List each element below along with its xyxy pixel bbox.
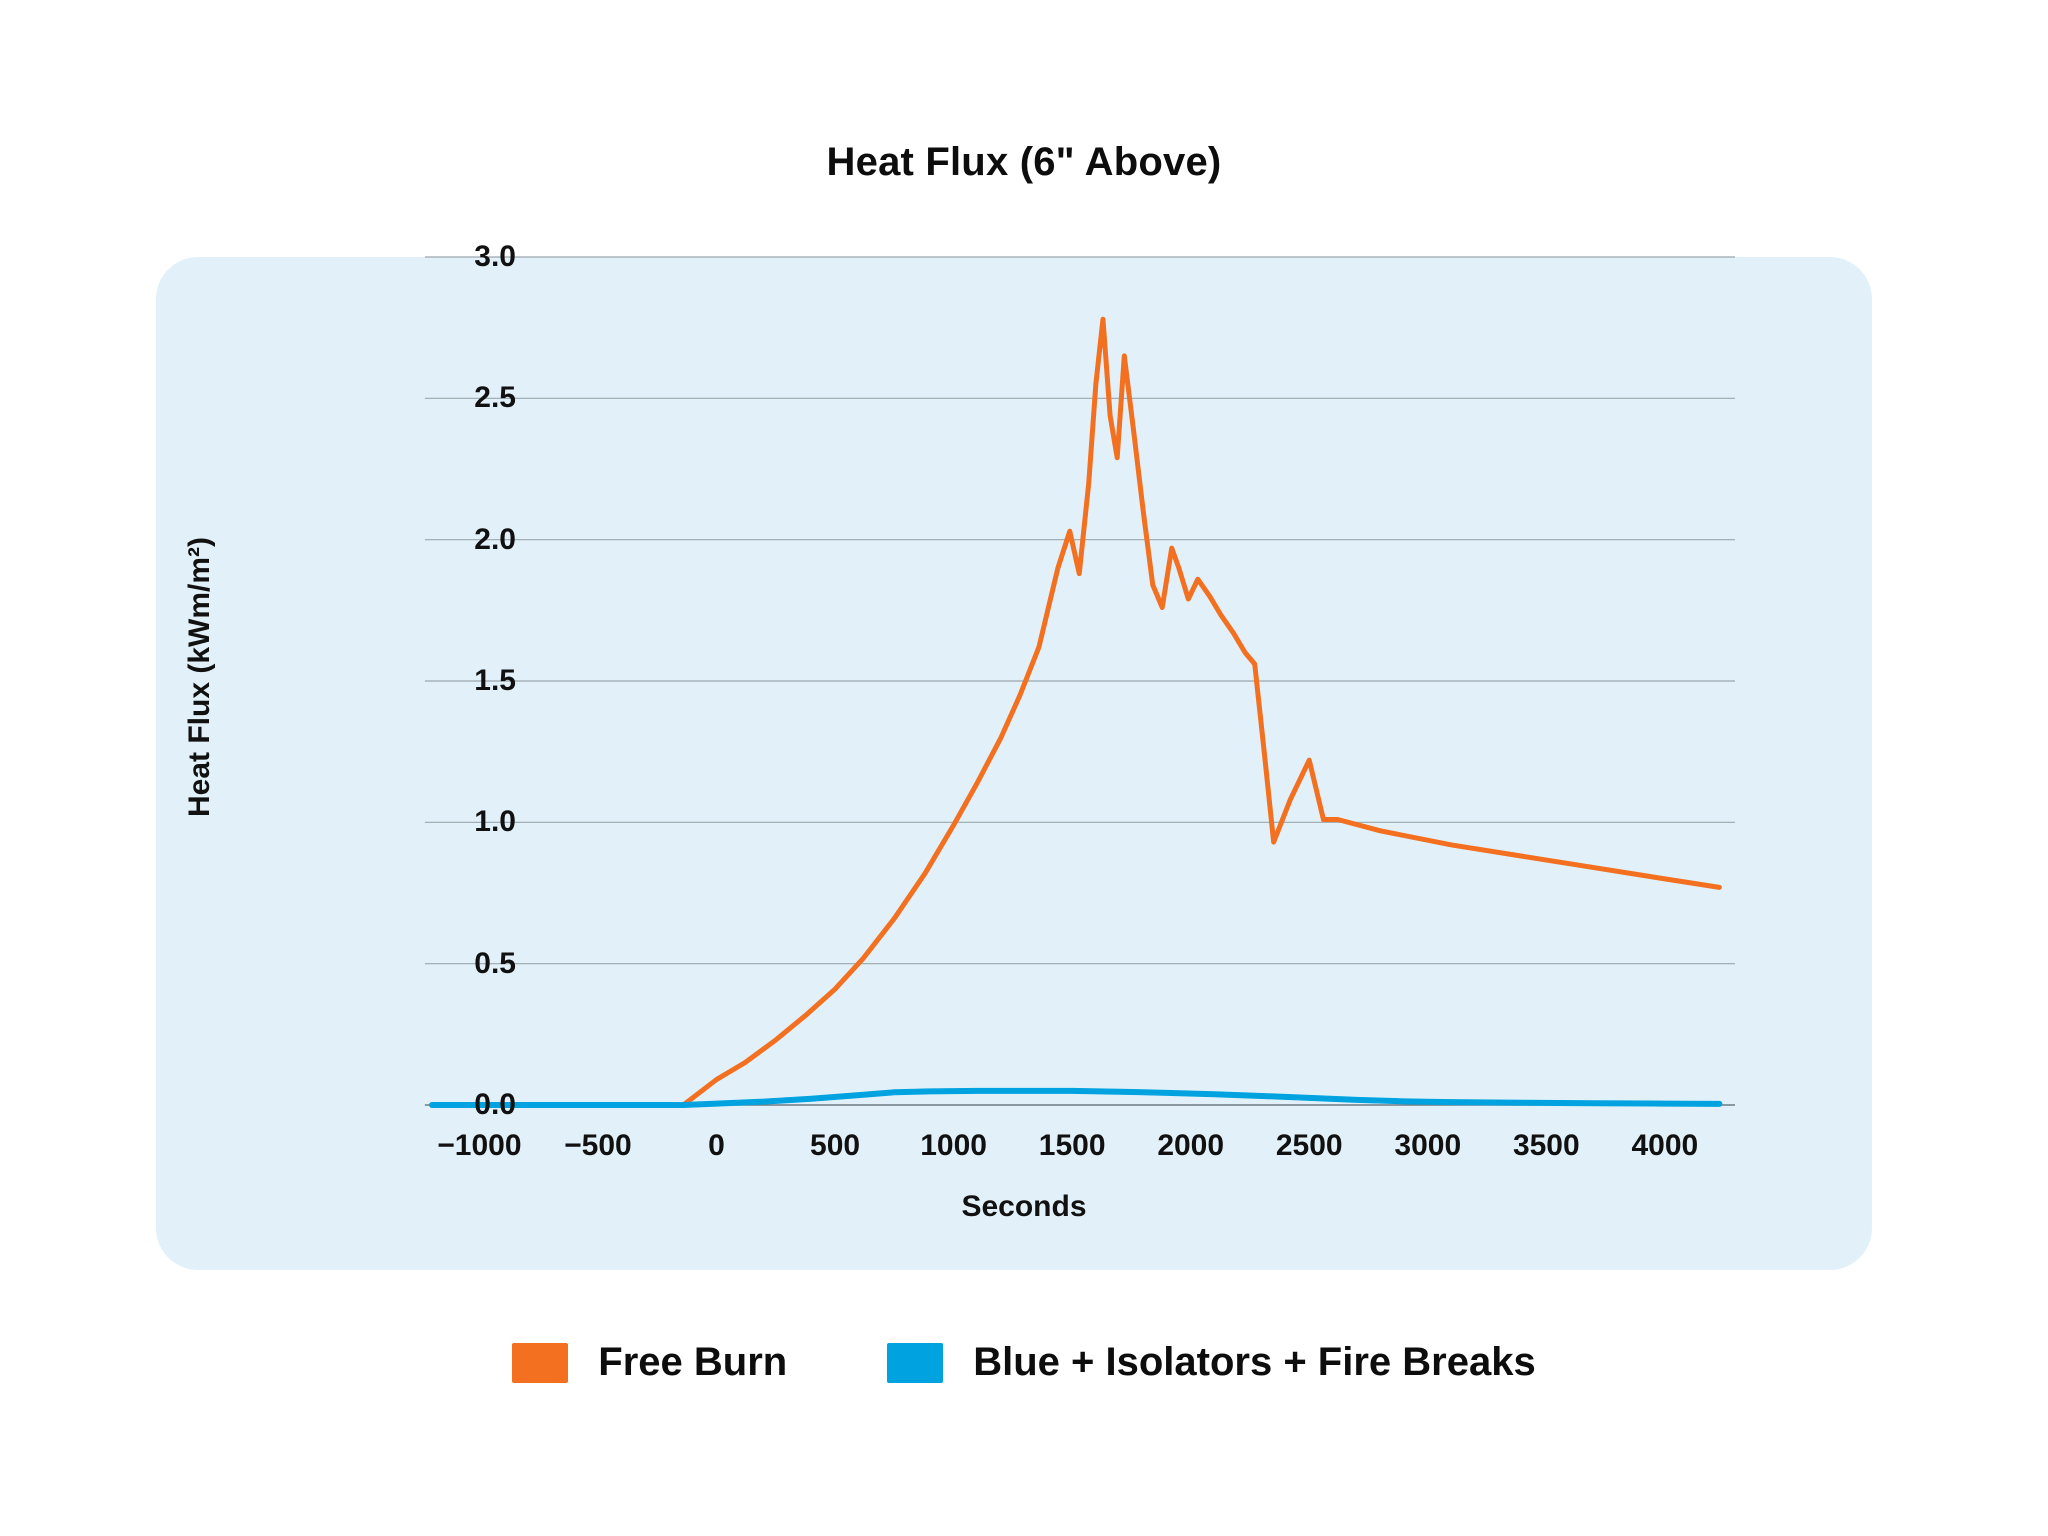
chart-title: Heat Flux (6" Above): [826, 140, 1222, 184]
y-tick-label: 1.5: [474, 664, 516, 697]
x-tick-label: 3500: [1512, 1129, 1580, 1162]
x-tick-label: −500: [564, 1129, 632, 1162]
y-tick-label: 0.0: [474, 1088, 516, 1121]
x-tick-label: −1000: [437, 1129, 522, 1162]
y-axis-title: Heat Flux (kWm/m²): [183, 536, 216, 818]
x-tick-label: 2500: [1275, 1129, 1343, 1162]
x-tick-label: 500: [810, 1129, 861, 1162]
y-tick-label: 0.5: [474, 946, 516, 980]
series-line-1: [429, 316, 1722, 1108]
legend-label: Free Burn: [598, 1340, 788, 1384]
series-line-2: [429, 1087, 1723, 1108]
x-tick-label: 3000: [1394, 1129, 1462, 1162]
legend-item-2[interactable]: Blue + Isolators + Fire Breaks: [887, 1340, 1536, 1385]
y-tick-label: 1.0: [474, 805, 516, 839]
y-tick-label: 2.0: [474, 522, 516, 556]
x-tick-label: 2000: [1157, 1129, 1225, 1162]
y-tick-label: 3.0: [474, 240, 516, 273]
chart-legend: Free Burn Blue + Isolators + Fire Breaks: [0, 1340, 2048, 1385]
gridlines: [424, 256, 1735, 965]
legend-label: Blue + Isolators + Fire Breaks: [973, 1340, 1536, 1384]
x-tick-label: 4000: [1631, 1129, 1699, 1162]
x-tick-label: 1500: [1038, 1129, 1106, 1162]
plot-canvas: [424, 256, 1735, 1108]
x-tick-label: 0: [708, 1129, 725, 1162]
legend-swatch-icon: [887, 1342, 944, 1383]
y-tick-label: 2.5: [474, 381, 516, 415]
x-tick-label: 1000: [920, 1129, 987, 1162]
legend-item-1[interactable]: Free Burn: [512, 1340, 787, 1385]
series-lines: [429, 316, 1723, 1108]
legend-swatch-icon: [512, 1342, 569, 1383]
x-axis-title: Seconds: [961, 1190, 1087, 1223]
